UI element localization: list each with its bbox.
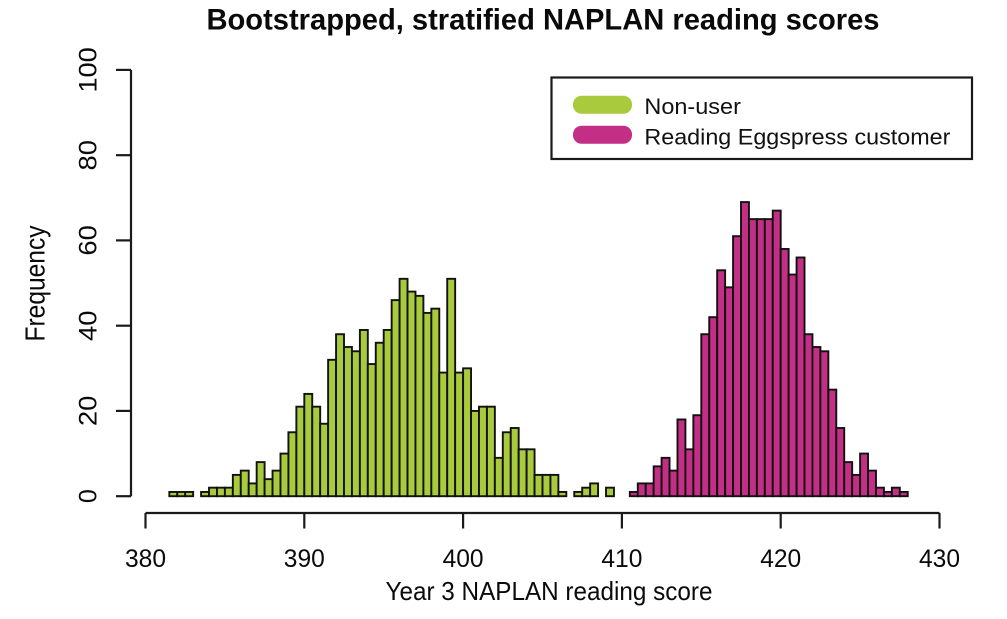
svg-text:40: 40: [75, 310, 103, 341]
svg-text:410: 410: [601, 545, 642, 573]
svg-text:Year 3 NAPLAN reading score: Year 3 NAPLAN reading score: [386, 576, 713, 606]
svg-text:380: 380: [125, 545, 166, 573]
svg-text:Reading Eggspress customer: Reading Eggspress customer: [644, 124, 951, 149]
svg-text:Non-user: Non-user: [644, 94, 741, 119]
svg-text:Frequency: Frequency: [20, 226, 51, 342]
svg-text:80: 80: [75, 140, 103, 171]
svg-text:430: 430: [919, 545, 960, 573]
svg-text:400: 400: [443, 545, 484, 573]
svg-text:60: 60: [75, 225, 103, 256]
svg-text:390: 390: [284, 545, 325, 573]
svg-text:420: 420: [760, 545, 801, 573]
svg-text:100: 100: [75, 47, 103, 93]
svg-text:0: 0: [75, 489, 103, 503]
svg-text:20: 20: [75, 396, 103, 427]
svg-text:Bootstrapped, stratified NAPLA: Bootstrapped, stratified NAPLAN reading …: [207, 4, 880, 37]
